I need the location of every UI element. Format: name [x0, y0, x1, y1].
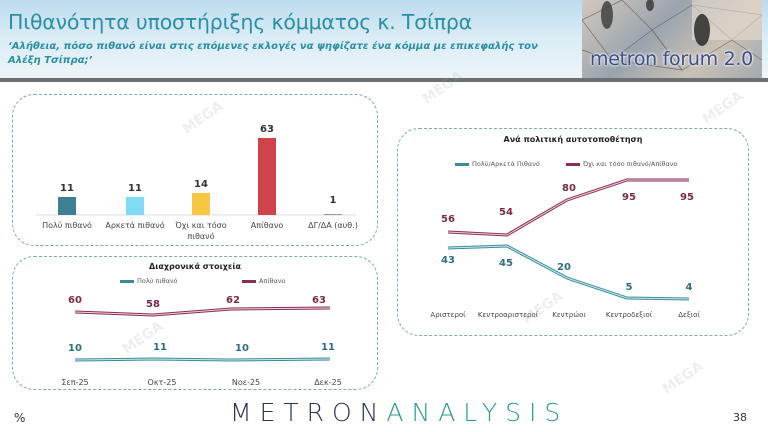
- bar-value-not-so-likely: 14: [194, 179, 208, 190]
- logo-text: metron forum 2.0: [590, 48, 753, 70]
- trend-very-nov: 10: [235, 343, 249, 354]
- trend-very-oct: 11: [153, 342, 167, 353]
- ideology-likely-right: 4: [685, 282, 693, 293]
- trend-lines: [74, 306, 331, 362]
- trend-unlikely-sep: 60: [68, 295, 82, 306]
- ideology-likely-centerright: 5: [625, 282, 633, 293]
- trend-legend-very-likely: Πολύ πιθανό: [120, 277, 178, 285]
- unit-label: %: [14, 411, 26, 425]
- bar-label-fairly-likely: Αρκετά πιθανό: [105, 221, 165, 230]
- header-band: Πιθανότητα υποστήριξης κόμματος κ. Τσίπρ…: [0, 0, 768, 80]
- trend-unlikely-oct: 58: [146, 299, 160, 310]
- bar-fairly-likely: [126, 197, 144, 215]
- ideology-unlikely-centerright: 95: [622, 192, 636, 203]
- bar-not-so-likely: [192, 193, 210, 215]
- legend-label: Πολύ πιθανό: [137, 277, 178, 285]
- trend-chart-title: Διαχρονικά στοιχεία: [149, 262, 241, 271]
- ideology-x-centerleft: Κεντροαριστεροί: [477, 311, 539, 319]
- watermark: MEGA: [699, 88, 747, 128]
- ideology-x-right: Δεξιοί: [678, 311, 700, 319]
- legend-label: Όχι και τόσο πιθανό/Απίθανο: [583, 160, 678, 168]
- bar-dk-na: [324, 214, 342, 215]
- trend-chart-panel: [12, 256, 378, 390]
- ideology-legend-likely: Πολύ/Αρκετά Πιθανό: [455, 160, 540, 168]
- trend-x-sep: Σεπ-25: [61, 378, 89, 387]
- ideology-unlikely-right: 95: [680, 192, 694, 203]
- question-subtitle: ‘Αλήθεια, πόσο πιθανό είναι στις επόμενε…: [8, 41, 538, 66]
- ideology-x-left: Αριστεροί: [430, 311, 466, 319]
- teal-swatch-icon: [455, 162, 469, 166]
- ideology-unlikely-left: 56: [441, 214, 455, 225]
- bar-chart-panel: [12, 94, 378, 246]
- trend-x-dec: Δεκ-25: [314, 378, 342, 387]
- maroon-swatch-icon: [566, 162, 580, 166]
- trend-x-nov: Νοε-25: [231, 378, 261, 387]
- bar-value-very-likely: 11: [60, 183, 74, 194]
- ideology-legend-unlikely: Όχι και τόσο πιθανό/Απίθανο: [566, 160, 677, 168]
- teal-swatch-icon: [120, 279, 134, 283]
- page-title: Πιθανότητα υποστήριξης κόμματος κ. Τσίπρ…: [8, 10, 472, 34]
- bar-label-dk-na: ΔΓ/ΔΑ (αυθ.): [308, 221, 358, 230]
- bar-unlikely: [258, 138, 276, 215]
- ideology-x-center: Κεντρώοι: [552, 311, 586, 319]
- ideology-chart-panel: [397, 128, 749, 336]
- ideology-chart-title: Ανά πολιτική αυτοτοποθέτηση: [503, 135, 643, 144]
- trend-legend-unlikely: Απίθανο: [242, 277, 285, 285]
- ideology-likely-centerleft: 45: [499, 258, 513, 269]
- trend-very-sep: 10: [68, 343, 82, 354]
- ideology-unlikely-center: 80: [562, 183, 576, 194]
- ideology-likely-center: 20: [557, 262, 571, 273]
- bar-label-very-likely: Πολύ πιθανό: [42, 221, 92, 230]
- trend-unlikely-dec: 63: [312, 295, 326, 306]
- trend-x-oct: Οκτ-25: [147, 378, 177, 387]
- metron-forum-logo: metron forum 2.0: [582, 0, 762, 78]
- ideology-x-centerright: Κεντροδεξιοί: [605, 311, 653, 319]
- ideology-likely-left: 43: [441, 255, 455, 266]
- brand-part1: METRON: [230, 398, 387, 427]
- legend-label: Απίθανο: [259, 277, 286, 285]
- metron-analysis-logo: METRONANALYSIS: [230, 398, 568, 427]
- trend-very-dec: 11: [321, 342, 335, 353]
- maroon-swatch-icon: [242, 279, 256, 283]
- trend-unlikely-nov: 62: [226, 295, 240, 306]
- header-divider: [0, 78, 768, 82]
- bar-value-fairly-likely: 11: [128, 183, 142, 194]
- bar-very-likely: [58, 197, 76, 215]
- ideology-unlikely-centerleft: 54: [499, 207, 513, 218]
- legend-label: Πολύ/Αρκετά Πιθανό: [472, 160, 540, 168]
- watermark: MEGA: [659, 358, 707, 398]
- page-number: 38: [733, 411, 747, 424]
- ideology-lines: [447, 178, 690, 301]
- bar-chart: [36, 138, 356, 216]
- bar-label-not-so-likely: Όχι και τόσο πιθανό: [175, 221, 227, 241]
- brand-part2: ANALYSIS: [386, 398, 569, 427]
- logo-background-icon: [582, 0, 762, 71]
- bar-value-dk-na: 1: [329, 195, 337, 206]
- bar-label-unlikely: Απίθανο: [250, 221, 284, 230]
- bar-value-unlikely: 63: [260, 124, 274, 135]
